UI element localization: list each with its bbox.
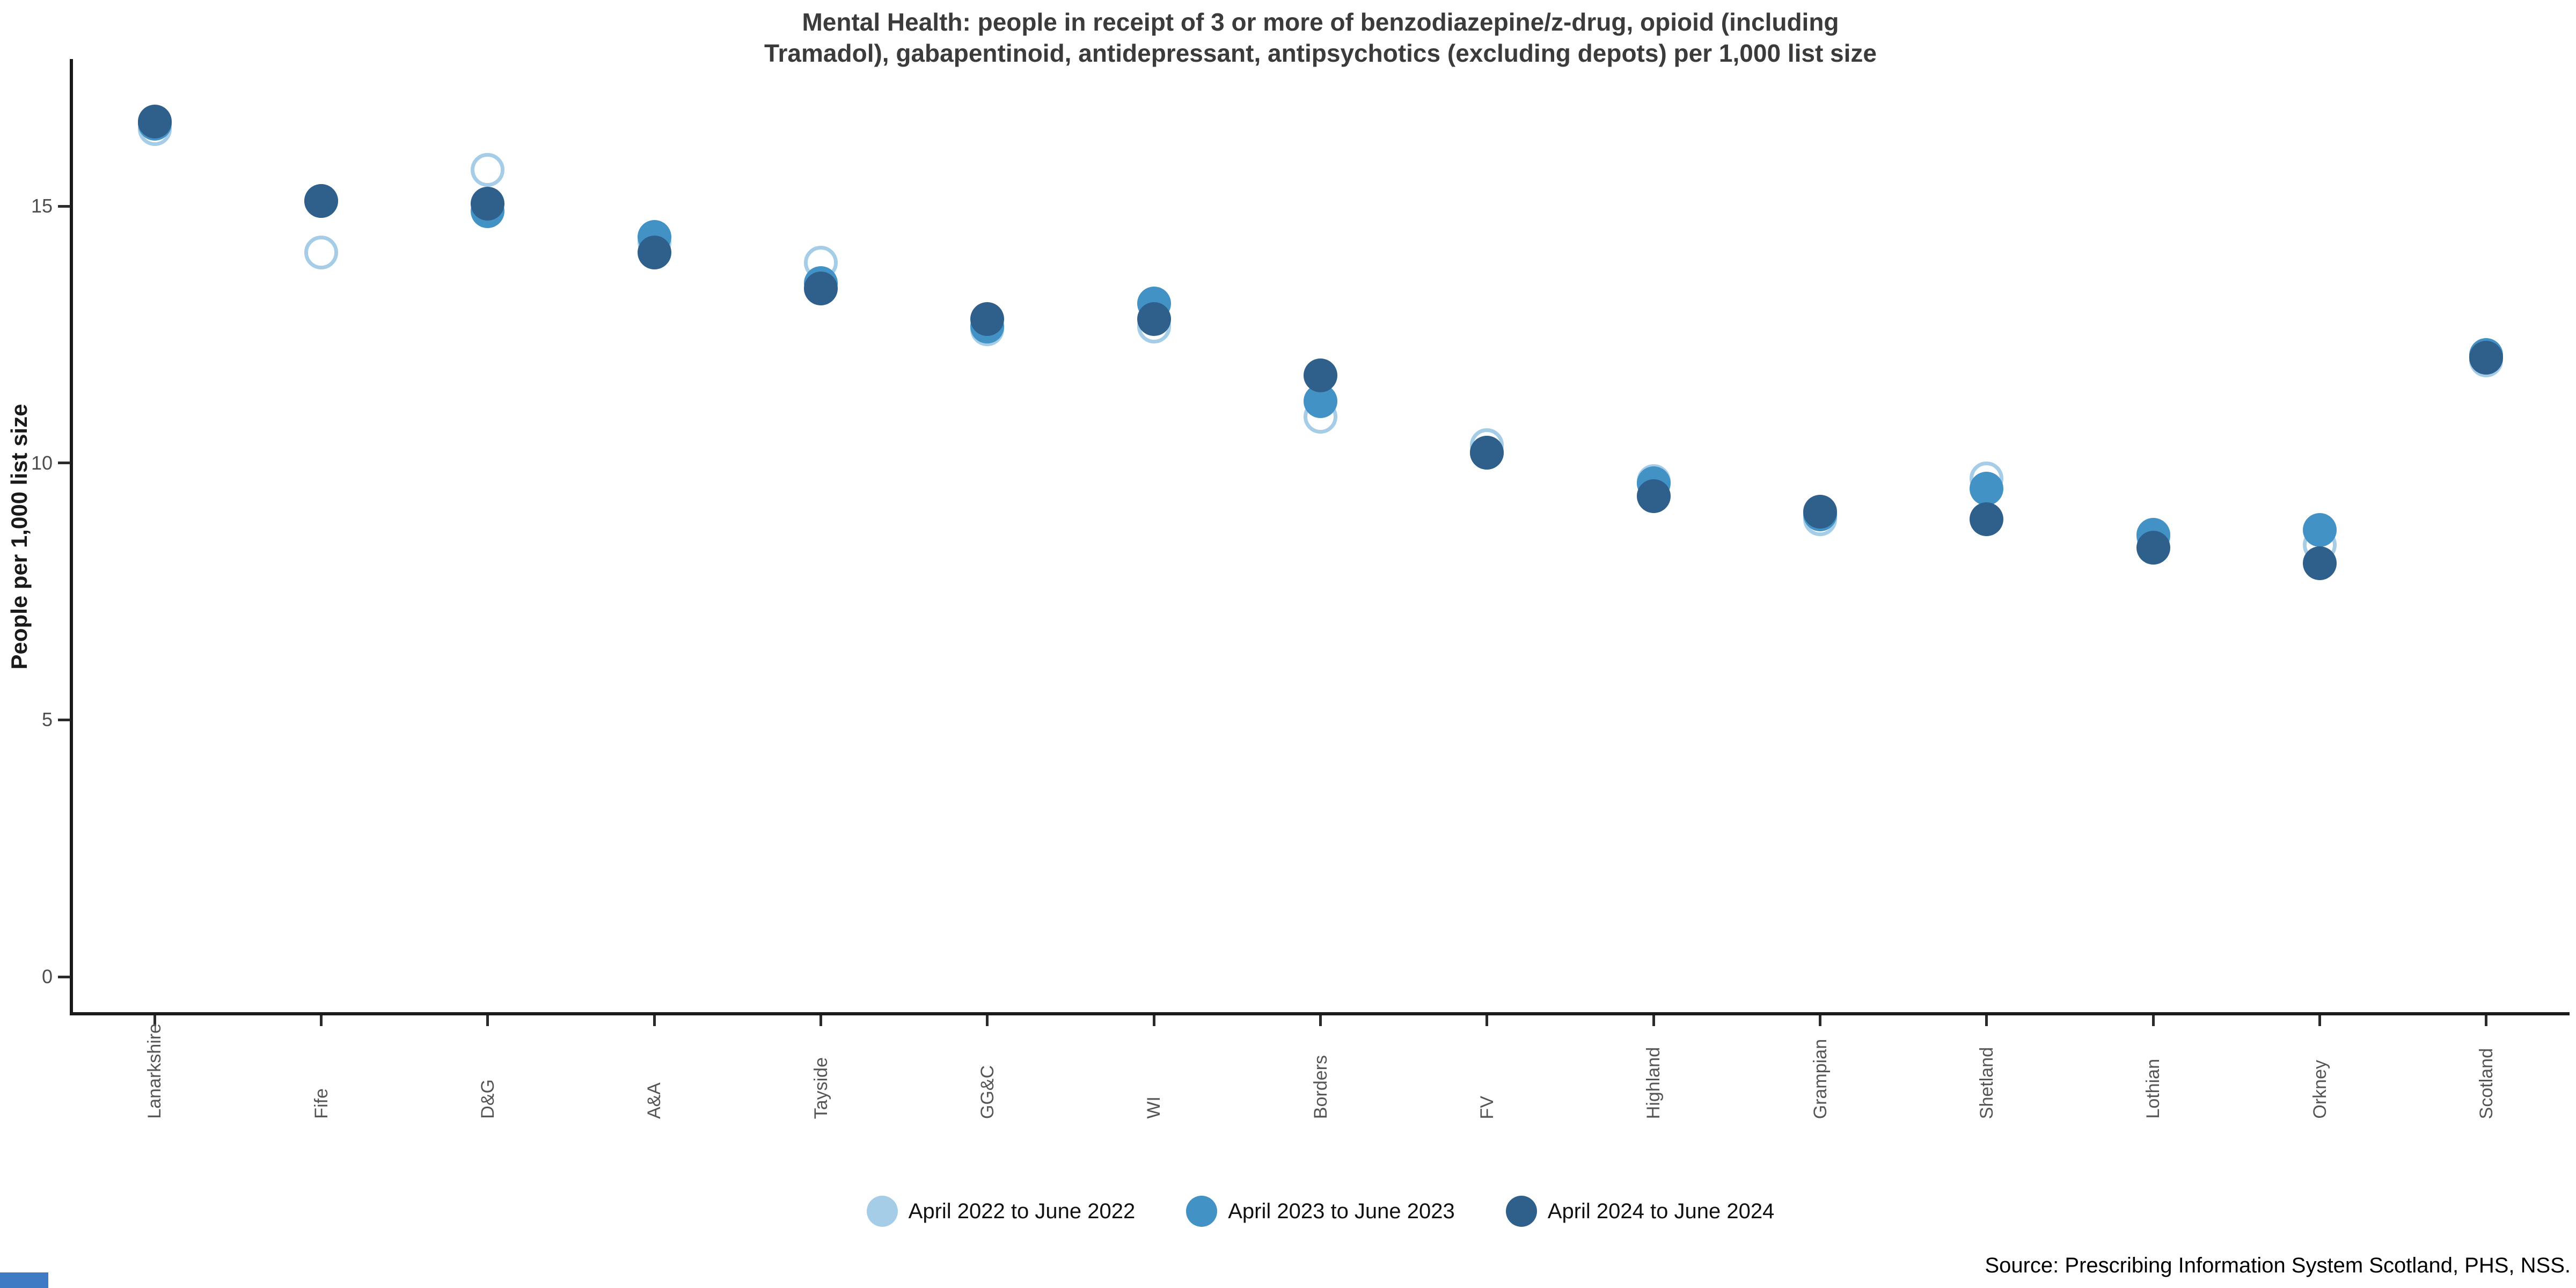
x-tick-label-tayside: Tayside: [810, 1057, 831, 1119]
legend-swatch-april-2024-to-june-2024: [1505, 1196, 1537, 1227]
data-point-april-2024-to-june-2024-dandg: [471, 186, 505, 221]
x-tick-label-grampian: Grampian: [1810, 1038, 1831, 1119]
legend-item-april-2024-to-june-2024: April 2024 to June 2024: [1505, 1196, 1775, 1227]
y-axis-line: [70, 59, 73, 1015]
x-tick-label-dandg: D&G: [477, 1079, 498, 1119]
data-point-april-2024-to-june-2024-aanda: [637, 235, 671, 269]
x-tick-label-fife: Fife: [311, 1088, 332, 1119]
data-point-april-2024-to-june-2024-lothian: [2136, 531, 2170, 565]
data-point-april-2023-to-june-2023-orkney: [2303, 513, 2337, 547]
source-caption: Source: Prescribing Information System S…: [1985, 1254, 2571, 1277]
legend-label-april-2022-to-june-2022: April 2022 to June 2022: [908, 1199, 1136, 1223]
y-tick-label: 10: [31, 451, 53, 474]
x-tick-mark: [653, 1015, 656, 1026]
data-point-april-2024-to-june-2024-lanarkshire: [137, 104, 172, 138]
data-point-april-2024-to-june-2024-borders: [1304, 358, 1337, 393]
x-tick-label-lanarkshire: Lanarkshire: [144, 1023, 165, 1119]
x-tick-mark: [819, 1015, 822, 1026]
data-point-april-2024-to-june-2024-grampian: [1803, 495, 1837, 529]
x-tick-label-borders: Borders: [1310, 1055, 1331, 1119]
data-point-april-2024-to-june-2024-fife: [304, 184, 338, 218]
x-tick-label-fv: FV: [1476, 1095, 1497, 1119]
x-tick-label-shetland: Shetland: [1976, 1046, 1997, 1119]
x-tick-mark: [1485, 1015, 1489, 1026]
x-tick-mark: [1652, 1015, 1655, 1026]
x-tick-mark: [2485, 1015, 2488, 1026]
chart-title-line1: Mental Health: people in receipt of 3 or…: [802, 8, 1839, 36]
y-tick-mark: [58, 718, 70, 721]
x-tick-mark: [2151, 1015, 2155, 1026]
x-tick-label-lothian: Lothian: [2143, 1059, 2164, 1119]
y-tick-mark: [58, 462, 70, 465]
data-point-april-2024-to-june-2024-orkney: [2303, 546, 2337, 580]
y-tick-mark: [58, 204, 70, 208]
y-tick-label: 0: [41, 965, 53, 987]
x-tick-mark: [986, 1015, 989, 1026]
data-point-april-2024-to-june-2024-tayside: [804, 271, 838, 305]
y-axis-title: People per 1,000 list size: [6, 404, 32, 670]
x-tick-mark: [1985, 1015, 1988, 1026]
data-point-april-2022-to-june-2022-dandg: [471, 153, 505, 187]
legend-item-april-2022-to-june-2022: April 2022 to June 2022: [866, 1196, 1136, 1227]
x-tick-mark: [2318, 1015, 2321, 1026]
y-tick-label: 5: [41, 708, 53, 731]
y-tick-label: 15: [31, 195, 53, 217]
x-tick-label-ggandc: GG&C: [977, 1065, 998, 1119]
x-axis-line: [70, 1012, 2570, 1015]
legend-label-april-2024-to-june-2024: April 2024 to June 2024: [1547, 1199, 1775, 1223]
data-point-april-2024-to-june-2024-scotland: [2469, 340, 2504, 375]
legend-item-april-2023-to-june-2023: April 2023 to June 2023: [1186, 1196, 1455, 1227]
x-tick-mark: [1319, 1015, 1322, 1026]
corner-accent-bar: [0, 1272, 48, 1288]
x-tick-mark: [1819, 1015, 1821, 1026]
legend-swatch-april-2022-to-june-2022: [866, 1196, 898, 1227]
legend-label-april-2023-to-june-2023: April 2023 to June 2023: [1228, 1199, 1455, 1223]
x-tick-mark: [153, 1015, 156, 1026]
data-point-april-2024-to-june-2024-ggandc: [970, 302, 1005, 336]
x-tick-label-highland: Highland: [1643, 1046, 1664, 1119]
y-tick-mark: [58, 975, 70, 978]
data-point-april-2024-to-june-2024-shetland: [1970, 502, 2004, 537]
data-point-april-2024-to-june-2024-fv: [1470, 436, 1504, 470]
x-tick-label-wi: WI: [1144, 1096, 1165, 1119]
x-tick-label-orkney: Orkney: [2309, 1060, 2330, 1119]
data-point-april-2024-to-june-2024-highland: [1636, 479, 1671, 514]
data-point-april-2024-to-june-2024-wi: [1137, 302, 1171, 336]
legend: April 2022 to June 2022 April 2023 to Jun…: [71, 1196, 2570, 1227]
x-tick-mark: [1152, 1015, 1155, 1026]
x-tick-label-aanda: A&A: [644, 1082, 665, 1119]
chart-title: Mental Health: people in receipt of 3 or…: [71, 6, 2570, 69]
data-point-april-2022-to-june-2022-fife: [304, 235, 338, 269]
legend-swatch-april-2023-to-june-2023: [1186, 1196, 1218, 1227]
x-tick-mark: [320, 1015, 323, 1026]
data-point-april-2023-to-june-2023-shetland: [1970, 472, 2004, 506]
x-tick-label-scotland: Scotland: [2476, 1048, 2497, 1119]
chart-title-line2: Tramadol), gabapentinoid, antidepressant…: [764, 39, 1877, 67]
x-tick-mark: [486, 1015, 489, 1026]
